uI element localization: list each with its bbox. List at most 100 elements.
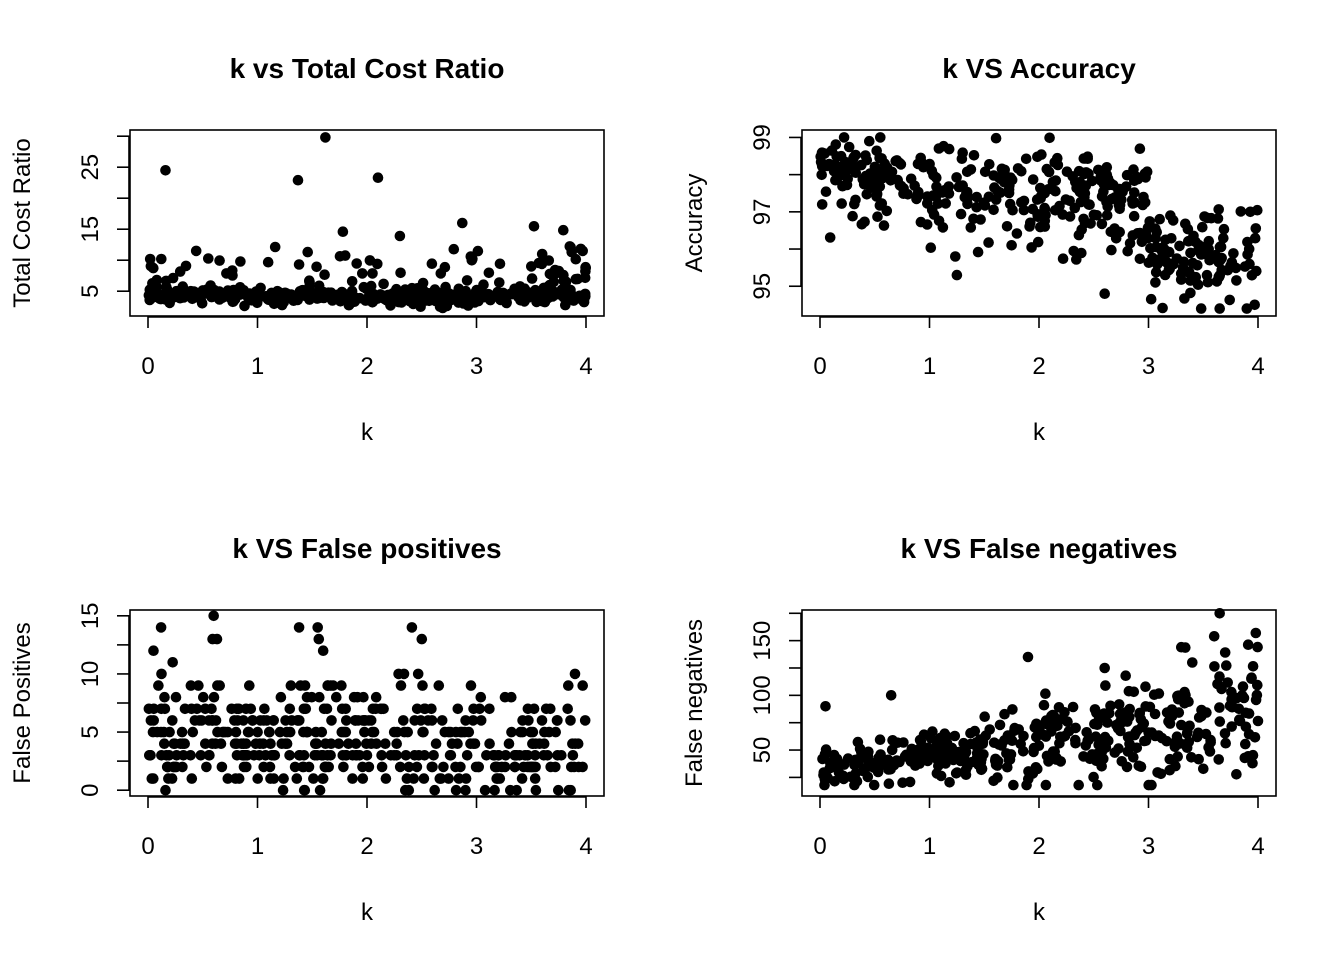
data-point xyxy=(528,703,540,715)
data-point xyxy=(1024,221,1035,232)
data-point xyxy=(1164,764,1175,776)
data-point xyxy=(264,726,275,738)
data-point xyxy=(190,245,202,257)
data-point xyxy=(830,174,841,186)
data-point xyxy=(1067,701,1079,713)
data-point xyxy=(820,186,832,197)
data-point xyxy=(466,254,478,266)
x-tick-label: 3 xyxy=(470,353,483,380)
data-point xyxy=(346,276,358,287)
data-point xyxy=(239,300,250,312)
data-point xyxy=(1251,689,1263,701)
data-point xyxy=(1026,242,1037,253)
data-point xyxy=(1252,715,1264,727)
data-point xyxy=(1239,752,1251,764)
data-point xyxy=(281,726,293,738)
data-point xyxy=(1246,270,1258,281)
data-point xyxy=(493,750,504,761)
data-point xyxy=(422,292,433,303)
data-point xyxy=(422,715,434,726)
data-point xyxy=(1002,761,1013,773)
data-point xyxy=(1185,287,1196,299)
data-point xyxy=(925,242,937,253)
data-point xyxy=(1140,681,1151,692)
data-point xyxy=(469,297,481,308)
data-point xyxy=(994,719,1006,731)
data-point xyxy=(1161,707,1173,718)
data-point xyxy=(876,198,888,209)
data-point xyxy=(195,750,207,761)
data-point xyxy=(450,784,462,796)
data-point xyxy=(1106,244,1117,256)
data-point xyxy=(426,258,438,270)
data-point xyxy=(883,778,895,789)
data-point xyxy=(959,192,971,203)
data-point xyxy=(990,755,1001,767)
data-point xyxy=(160,165,171,176)
data-point xyxy=(185,750,196,761)
data-point xyxy=(1029,722,1041,733)
data-point xyxy=(179,738,190,749)
data-point xyxy=(988,775,999,787)
data-point xyxy=(284,703,296,715)
data-point xyxy=(815,156,827,168)
data-point xyxy=(1123,685,1135,697)
data-point xyxy=(1142,222,1154,233)
data-point xyxy=(1241,303,1253,314)
data-point xyxy=(1142,232,1154,244)
data-point xyxy=(428,750,439,761)
data-point xyxy=(1188,230,1199,242)
data-point xyxy=(1216,264,1227,276)
data-point xyxy=(194,715,205,726)
data-point xyxy=(1246,673,1257,684)
data-point xyxy=(368,726,380,738)
data-point xyxy=(314,784,326,796)
data-point xyxy=(850,149,861,161)
data-point xyxy=(1208,631,1220,642)
data-point xyxy=(1128,210,1140,222)
data-point xyxy=(577,761,588,773)
data-point xyxy=(1195,303,1207,314)
data-point xyxy=(933,739,945,750)
data-point xyxy=(259,703,270,715)
data-point xyxy=(1027,174,1039,185)
data-point xyxy=(430,738,442,749)
data-point xyxy=(1226,721,1237,732)
data-point xyxy=(395,680,407,691)
data-point xyxy=(336,680,347,691)
data-point xyxy=(284,750,295,761)
data-point xyxy=(243,726,255,738)
y-axis-label: Total Cost Ratio xyxy=(9,138,36,307)
data-point xyxy=(1143,257,1155,269)
data-point xyxy=(156,668,167,680)
chart-title: k vs Total Cost Ratio xyxy=(230,53,505,84)
data-point xyxy=(850,194,861,206)
data-point xyxy=(494,773,506,784)
chart-panel-2: k VS Accuracy 0 1 2 3 4 95 97 99 k Accuracy xyxy=(681,53,1277,446)
scatter-points xyxy=(143,132,591,314)
y-axis-label: Accuracy xyxy=(681,174,708,273)
data-point xyxy=(838,132,850,143)
data-point xyxy=(159,691,170,703)
data-point xyxy=(406,622,418,633)
data-point xyxy=(380,773,392,784)
data-point xyxy=(186,773,198,784)
data-point xyxy=(1030,762,1042,773)
data-point xyxy=(885,690,897,701)
data-point xyxy=(336,291,347,302)
data-point xyxy=(577,245,588,257)
data-point xyxy=(310,726,322,738)
data-point xyxy=(1209,661,1220,672)
data-point xyxy=(1069,202,1081,214)
data-point xyxy=(516,773,528,784)
data-point xyxy=(962,761,973,772)
data-point xyxy=(1140,735,1152,746)
data-point xyxy=(418,773,430,784)
data-point xyxy=(1011,228,1023,239)
data-point xyxy=(898,737,909,748)
data-point xyxy=(904,776,916,788)
data-point xyxy=(214,255,225,266)
data-point xyxy=(1028,746,1039,758)
data-point xyxy=(506,691,517,703)
